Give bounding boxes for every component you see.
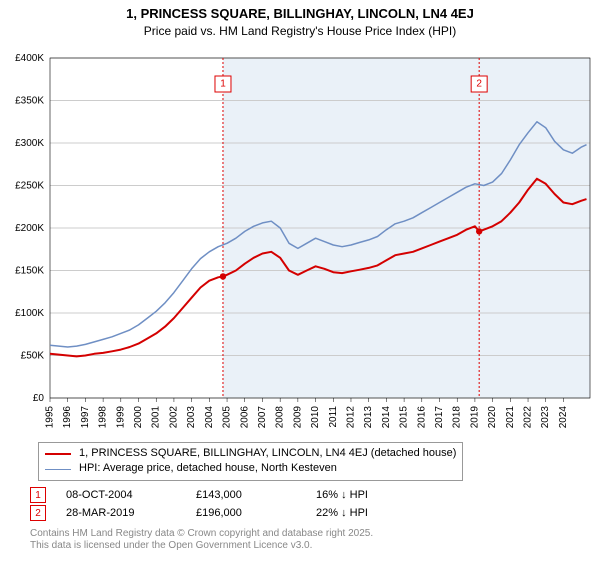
sale-row-1: 1 08-OCT-2004 £143,000 16% ↓ HPI (30, 486, 436, 504)
svg-text:2012: 2012 (345, 406, 356, 429)
svg-text:2005: 2005 (222, 406, 233, 429)
svg-text:2007: 2007 (257, 406, 268, 429)
svg-text:2020: 2020 (487, 406, 498, 429)
legend-swatch-property (45, 453, 71, 455)
svg-text:1: 1 (220, 79, 226, 90)
sale-badge-1: 1 (30, 487, 46, 503)
svg-text:2006: 2006 (239, 406, 250, 429)
sale-delta-1: 16% ↓ HPI (316, 489, 436, 501)
svg-text:1996: 1996 (62, 406, 73, 429)
svg-text:1999: 1999 (115, 406, 126, 429)
attribution-line1: Contains HM Land Registry data © Crown c… (30, 528, 373, 540)
sale-date-2: 28-MAR-2019 (66, 507, 196, 519)
svg-text:2: 2 (476, 79, 482, 90)
svg-text:2015: 2015 (399, 406, 410, 429)
sale-row-2: 2 28-MAR-2019 £196,000 22% ↓ HPI (30, 504, 436, 522)
chart-title-line1: 1, PRINCESS SQUARE, BILLINGHAY, LINCOLN,… (0, 6, 600, 23)
svg-text:2003: 2003 (186, 406, 197, 429)
svg-text:2024: 2024 (558, 406, 569, 429)
svg-text:2021: 2021 (505, 406, 516, 429)
svg-text:1997: 1997 (80, 406, 91, 429)
svg-text:2018: 2018 (452, 406, 463, 429)
legend-item-hpi: HPI: Average price, detached house, Nort… (45, 461, 456, 476)
svg-text:£150K: £150K (15, 266, 44, 277)
svg-text:2010: 2010 (310, 406, 321, 429)
chart-title-line2: Price paid vs. HM Land Registry's House … (0, 24, 600, 38)
svg-text:2000: 2000 (133, 406, 144, 429)
svg-text:2017: 2017 (434, 406, 445, 429)
svg-text:1995: 1995 (45, 406, 56, 429)
svg-text:£300K: £300K (15, 138, 44, 149)
svg-text:2004: 2004 (204, 406, 215, 429)
sale-price-1: £143,000 (196, 489, 316, 501)
sale-date-1: 08-OCT-2004 (66, 489, 196, 501)
legend-label-hpi: HPI: Average price, detached house, Nort… (79, 461, 337, 476)
svg-text:2009: 2009 (292, 406, 303, 429)
sale-badge-2: 2 (30, 505, 46, 521)
chart-area: £0 £50K £100K £150K £200K £250K £300K £350K £400… (0, 48, 600, 433)
svg-text:£200K: £200K (15, 223, 44, 234)
svg-text:2008: 2008 (275, 406, 286, 429)
svg-text:2002: 2002 (168, 406, 179, 429)
sale-delta-2: 22% ↓ HPI (316, 507, 436, 519)
svg-text:£100K: £100K (15, 308, 44, 319)
svg-text:£350K: £350K (15, 96, 44, 107)
svg-text:2022: 2022 (523, 406, 534, 429)
svg-text:1998: 1998 (98, 406, 109, 429)
svg-text:2023: 2023 (540, 406, 551, 429)
attribution-line2: This data is licensed under the Open Gov… (30, 540, 373, 552)
svg-text:2001: 2001 (151, 406, 162, 429)
legend-item-property: 1, PRINCESS SQUARE, BILLINGHAY, LINCOLN,… (45, 446, 456, 461)
svg-text:£400K: £400K (15, 53, 44, 64)
svg-text:£250K: £250K (15, 181, 44, 192)
svg-text:2011: 2011 (328, 406, 339, 428)
svg-text:2019: 2019 (469, 406, 480, 429)
svg-text:2013: 2013 (363, 406, 374, 429)
legend-swatch-hpi (45, 469, 71, 470)
svg-text:£0: £0 (33, 393, 45, 404)
legend-label-property: 1, PRINCESS SQUARE, BILLINGHAY, LINCOLN,… (79, 446, 456, 461)
svg-text:2014: 2014 (381, 406, 392, 429)
svg-text:2016: 2016 (416, 406, 427, 429)
sale-price-2: £196,000 (196, 507, 316, 519)
svg-text:£50K: £50K (21, 351, 45, 362)
attribution: Contains HM Land Registry data © Crown c… (30, 528, 373, 552)
legend: 1, PRINCESS SQUARE, BILLINGHAY, LINCOLN,… (38, 442, 463, 481)
sales-table: 1 08-OCT-2004 £143,000 16% ↓ HPI 2 28-MA… (30, 486, 436, 522)
